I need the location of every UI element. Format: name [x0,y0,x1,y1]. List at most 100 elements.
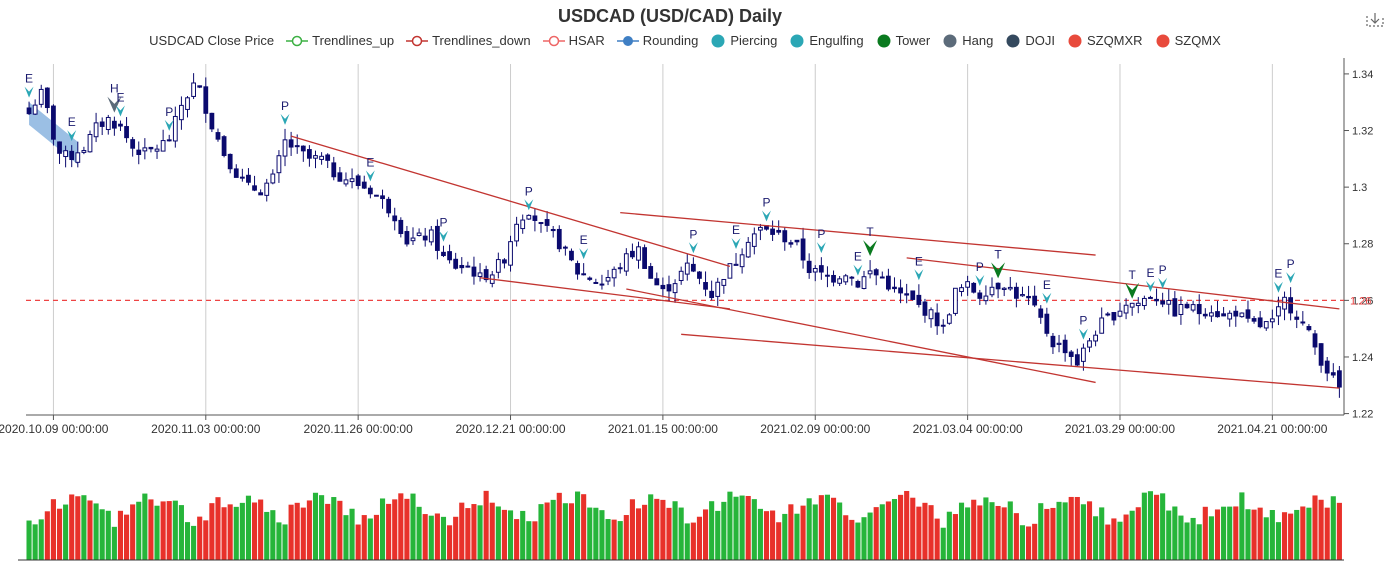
volume-bar [38,519,44,560]
pattern-marker-piercing[interactable]: P [816,227,826,254]
candle-body [1257,317,1263,328]
pattern-marker-piercing[interactable]: P [688,227,698,254]
candle-body [1312,333,1318,348]
candle [361,175,367,190]
pattern-marker-tower[interactable]: T [991,247,1006,279]
volume-bar [1123,514,1129,560]
legend-item-szqmxr[interactable]: SZQMXR [1067,33,1143,48]
volume-bar [117,510,124,560]
volume-bar [1129,510,1135,560]
save-image-icon[interactable] [1366,12,1384,28]
volume-bar [251,502,258,560]
legend-label: Piercing [730,33,778,48]
volume-bar [1026,526,1032,560]
pattern-marker-piercing[interactable]: P [280,99,290,125]
legend-item-trendlines-up[interactable]: Trendlines_up [286,33,394,48]
pattern-marker-engulfing[interactable]: E [365,155,375,182]
pattern-marker-engulfing[interactable]: E [914,254,924,281]
pattern-arrow [107,96,122,113]
candle-body [87,134,93,153]
pattern-marker-hang[interactable]: H [107,82,122,113]
volume-bar [355,524,361,560]
candle-body [660,284,666,290]
volume-bar [215,497,221,560]
volume-bar [971,499,977,560]
candle-body [648,266,654,279]
legend-item-doji[interactable]: DOJI [1005,33,1055,48]
pattern-marker-engulfing[interactable]: E [731,223,741,250]
candle-body [38,88,44,105]
legend-item-tower[interactable]: Tower [876,33,930,48]
pattern-label: E [25,72,33,86]
candle-body [1330,372,1336,376]
candle [940,319,946,334]
pattern-marker-piercing[interactable]: P [975,260,985,286]
candle-body [355,175,361,186]
legend-item-engulfing[interactable]: Engulfing [789,33,864,48]
pattern-marker-engulfing[interactable]: E [853,250,863,276]
candle-body [1160,300,1166,305]
volume-bar [276,522,282,560]
volume-bar [952,514,958,560]
candle [562,245,568,256]
legend-item-hang[interactable]: Hang [942,33,993,48]
pattern-marker-piercing[interactable]: P [438,216,448,242]
candle-body [544,219,550,226]
pattern-marker-engulfing[interactable]: E [24,72,34,98]
trendline-down [626,288,1096,384]
pattern-marker-piercing[interactable]: P [1158,263,1168,289]
legend-item-hsar[interactable]: HSAR [542,33,605,48]
volume-bar [1019,525,1026,560]
pattern-label: P [525,184,533,198]
candle [1294,310,1300,329]
volume-bar [800,505,806,560]
legend-label: HSAR [568,33,605,48]
candle [1007,277,1013,291]
candle-body [477,272,483,278]
volume-bar [904,490,910,560]
pattern-marker-piercing[interactable]: P [1286,257,1296,284]
pattern-marker-engulfing[interactable]: E [579,233,589,260]
pattern-marker-engulfing[interactable]: E [1145,266,1155,292]
candle [611,266,617,287]
volume-bar [1312,495,1318,560]
volume-bar [702,509,709,560]
candle-body [861,276,867,289]
volume-bar [1245,509,1251,560]
volume-bar [526,521,532,560]
pattern-marker-engulfing[interactable]: E [1273,267,1283,293]
pattern-marker-engulfing[interactable]: E [1042,278,1052,304]
pattern-marker-piercing[interactable]: P [761,196,771,222]
volume-bar [1166,510,1172,560]
volume-bar [160,501,166,560]
candle [794,239,800,246]
legend-item-piercing[interactable]: Piercing [710,33,777,48]
pattern-marker-piercing[interactable]: P [1078,314,1088,340]
candle [63,145,69,168]
pattern-marker-tower[interactable]: T [863,225,878,257]
candle [215,128,221,142]
candle-body [392,215,398,222]
candle [57,141,62,164]
pattern-marker-engulfing[interactable]: E [67,115,77,142]
pattern-marker-engulfing[interactable]: E [115,91,125,117]
pattern-marker-tower[interactable]: T [1125,268,1140,299]
volume-bar [1013,513,1019,560]
pattern-marker-piercing[interactable]: P [524,184,534,211]
candle [1178,296,1184,325]
volume-bar [1275,522,1282,560]
candle [300,145,306,162]
legend-item-rounding[interactable]: Rounding [616,33,698,48]
pattern-label: P [762,196,770,210]
candle-body [1202,313,1208,317]
legend-item-usdcad-close-price[interactable]: USDCAD Close Price [149,33,274,48]
candle-body [179,104,184,121]
legend-item-trendlines-down[interactable]: Trendlines_down [406,33,531,48]
candle [1154,288,1159,306]
pattern-marker-piercing[interactable]: P [164,105,174,131]
legend-item-szqmx[interactable]: SZQMX [1155,33,1221,48]
candle-body [892,286,897,290]
pattern-arrow [975,274,985,286]
candle [605,269,611,286]
candle-body [313,155,318,159]
